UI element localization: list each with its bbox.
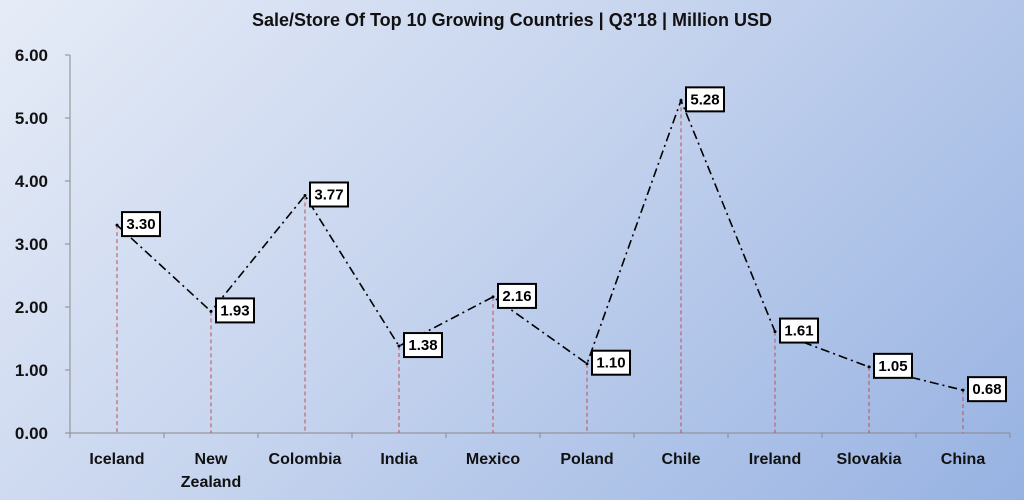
data-point [773,330,777,334]
x-tick-label: Iceland [89,451,144,468]
data-label-box [121,211,161,238]
data-label-box [967,376,1007,403]
data-point [209,309,213,313]
data-point [961,388,965,392]
x-tick-label: New [195,451,228,468]
x-tick-label: Zealand [181,474,241,491]
x-tick-label: Mexico [466,451,520,468]
x-tick-label: Chile [661,451,700,468]
y-tick-label: 2.00 [15,298,48,317]
x-tick-label: Poland [560,451,613,468]
x-tick-label: India [380,451,417,468]
data-label: 1.93 [220,302,249,319]
data-label: 3.30 [126,216,155,233]
chart-title: Sale/Store Of Top 10 Growing Countries |… [252,10,772,30]
x-tick-label: China [941,451,986,468]
series-line [116,98,964,391]
data-label: 5.28 [690,91,719,108]
data-point [867,365,871,369]
y-tick-label: 0.00 [15,424,48,443]
x-tick-label: Slovakia [837,451,902,468]
data-label-box [685,86,725,113]
data-label: 2.16 [502,288,531,305]
y-tick-label: 3.00 [15,235,48,254]
data-label-box [215,297,255,324]
data-label: 1.10 [596,355,625,372]
data-label-box [403,332,443,359]
y-tick-label: 4.00 [15,172,48,191]
x-tick-label: Ireland [749,451,801,468]
data-label-box [779,317,819,344]
y-tick-label: 6.00 [15,46,48,65]
data-label: 1.38 [408,337,437,354]
y-tick-label: 1.00 [15,361,48,380]
data-point [115,223,119,227]
data-point [679,98,683,102]
data-point [585,362,589,366]
data-label: 3.77 [314,186,343,203]
data-label-box [873,352,913,379]
data-label: 1.61 [784,323,813,340]
data-label-box [309,181,349,208]
y-tick-label: 5.00 [15,109,48,128]
data-label: 1.05 [878,358,907,375]
data-label-box [497,282,537,309]
data-label: 0.68 [972,381,1001,398]
x-tick-label: Colombia [269,451,342,468]
data-point [491,295,495,299]
data-point [397,344,401,348]
data-label-box [591,349,631,376]
data-point [303,193,307,197]
